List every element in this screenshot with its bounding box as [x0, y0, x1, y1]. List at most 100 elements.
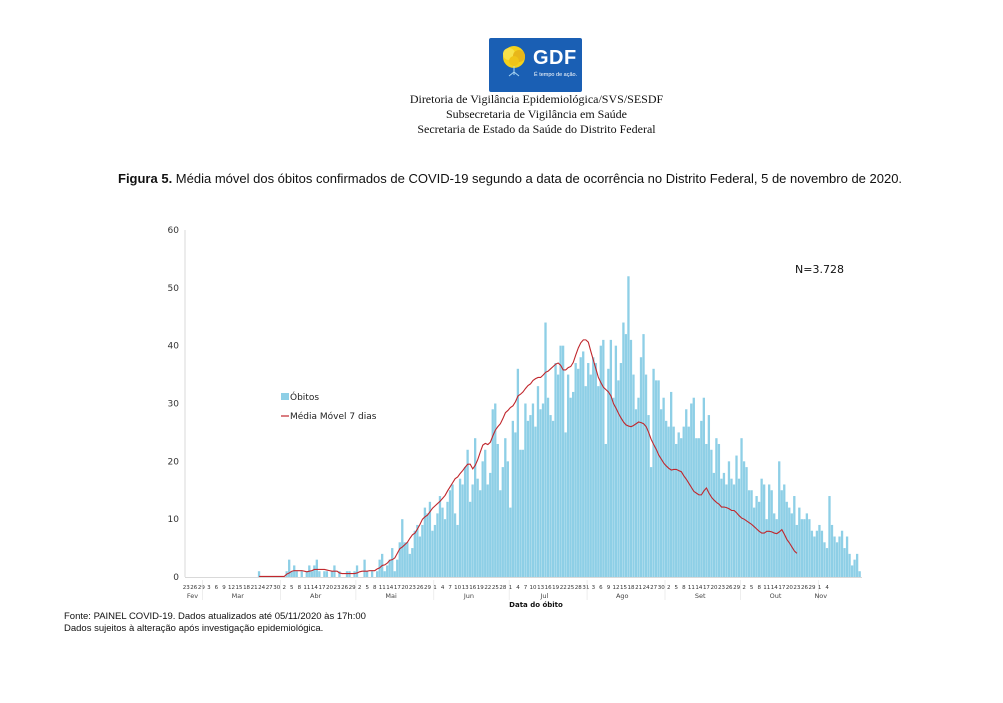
bar: [808, 519, 811, 577]
bar: [348, 571, 351, 577]
x-tick-label: 8: [682, 585, 686, 591]
x-tick-label: 1: [509, 585, 513, 591]
x-tick-label: 2: [742, 585, 746, 591]
x-tick-label: 26: [416, 585, 423, 591]
bar: [499, 490, 502, 577]
bar: [715, 438, 718, 577]
x-tick-label: 6: [215, 585, 219, 591]
bar: [682, 426, 685, 577]
bar: [695, 438, 698, 577]
bar: [800, 519, 803, 577]
bar: [664, 420, 668, 577]
bar: [833, 536, 836, 577]
x-tick-label: 21: [635, 585, 642, 591]
x-tick-label: 15: [236, 585, 243, 591]
month-label: Set: [695, 592, 706, 600]
bar: [504, 438, 507, 577]
bar: [300, 571, 303, 577]
bar: [355, 565, 359, 577]
bar: [644, 374, 648, 577]
bar: [521, 449, 525, 577]
bar: [820, 530, 824, 577]
bar: [700, 420, 703, 577]
x-tick-label: 7: [524, 585, 528, 591]
bar: [755, 496, 758, 577]
x-tick-label: 16: [545, 585, 552, 591]
x-tick-label: 31: [582, 585, 589, 591]
n-annotation: N=3.728: [795, 263, 844, 276]
bar: [843, 548, 846, 577]
x-tick-label: 26: [726, 585, 733, 591]
x-tick-label: 26: [341, 585, 348, 591]
bar: [318, 571, 321, 577]
month-label: Abr: [310, 592, 322, 600]
bar: [564, 432, 567, 577]
bar: [652, 368, 655, 577]
bar: [582, 351, 585, 577]
bar: [315, 559, 318, 577]
bar: [657, 380, 660, 577]
bar: [629, 339, 633, 577]
x-tick-label: 14: [771, 585, 778, 591]
bar: [597, 386, 600, 577]
bar: [735, 455, 738, 577]
bar: [408, 553, 411, 577]
x-tick-label: 11: [688, 585, 695, 591]
bar: [649, 467, 653, 577]
bar: [509, 507, 512, 577]
x-tick-label: 27: [650, 585, 657, 591]
bar: [559, 345, 562, 577]
bar: [607, 368, 610, 577]
bar: [619, 363, 623, 577]
bar: [421, 524, 424, 577]
x-tick-label: 28: [499, 585, 506, 591]
bar: [257, 571, 261, 577]
bar: [295, 571, 298, 577]
bar: [406, 542, 409, 577]
x-tick-label: 20: [326, 585, 333, 591]
month-label: Mai: [385, 592, 397, 600]
bar: [566, 374, 570, 577]
x-tick-label: 27: [266, 585, 273, 591]
bar: [815, 530, 819, 577]
x-tick-label: 2: [667, 585, 671, 591]
figure-label: Figura 5.: [118, 171, 173, 186]
bar: [310, 571, 313, 577]
bar: [609, 339, 613, 577]
figure-caption: Figura 5. Média móvel dos óbitos confirm…: [118, 171, 902, 186]
bar: [760, 478, 763, 577]
bar: [599, 345, 602, 577]
x-tick-label: 22: [560, 585, 567, 591]
bar: [584, 386, 587, 577]
x-tick-label: 18: [243, 585, 250, 591]
x-tick-label: 30: [273, 585, 280, 591]
bar: [413, 530, 416, 577]
bar: [617, 380, 620, 577]
bar: [393, 571, 396, 577]
month-label: Fev: [187, 592, 198, 600]
x-tick-label: 20: [786, 585, 793, 591]
legend-swatch-bar: [281, 393, 289, 400]
bar: [411, 548, 414, 577]
x-tick-label: 4: [516, 585, 520, 591]
bar: [481, 461, 484, 577]
x-tick-label: 8: [298, 585, 302, 591]
bar: [680, 438, 683, 577]
bar: [675, 443, 678, 577]
bar: [514, 432, 517, 577]
bar: [602, 339, 605, 577]
bar: [431, 530, 434, 577]
bar: [587, 363, 590, 577]
figure-caption-text: Média móvel dos óbitos confirmados de CO…: [172, 171, 903, 186]
bar: [375, 571, 379, 577]
x-tick-label: 16: [469, 585, 476, 591]
bar: [803, 519, 806, 577]
bar: [835, 542, 839, 577]
bar: [793, 496, 796, 577]
bar: [554, 363, 557, 577]
x-tick-label: 17: [703, 585, 710, 591]
y-tick-label: 60: [168, 226, 180, 236]
x-tick-label: 20: [710, 585, 717, 591]
x-tick-label: 23: [334, 585, 341, 591]
bar: [672, 426, 675, 577]
